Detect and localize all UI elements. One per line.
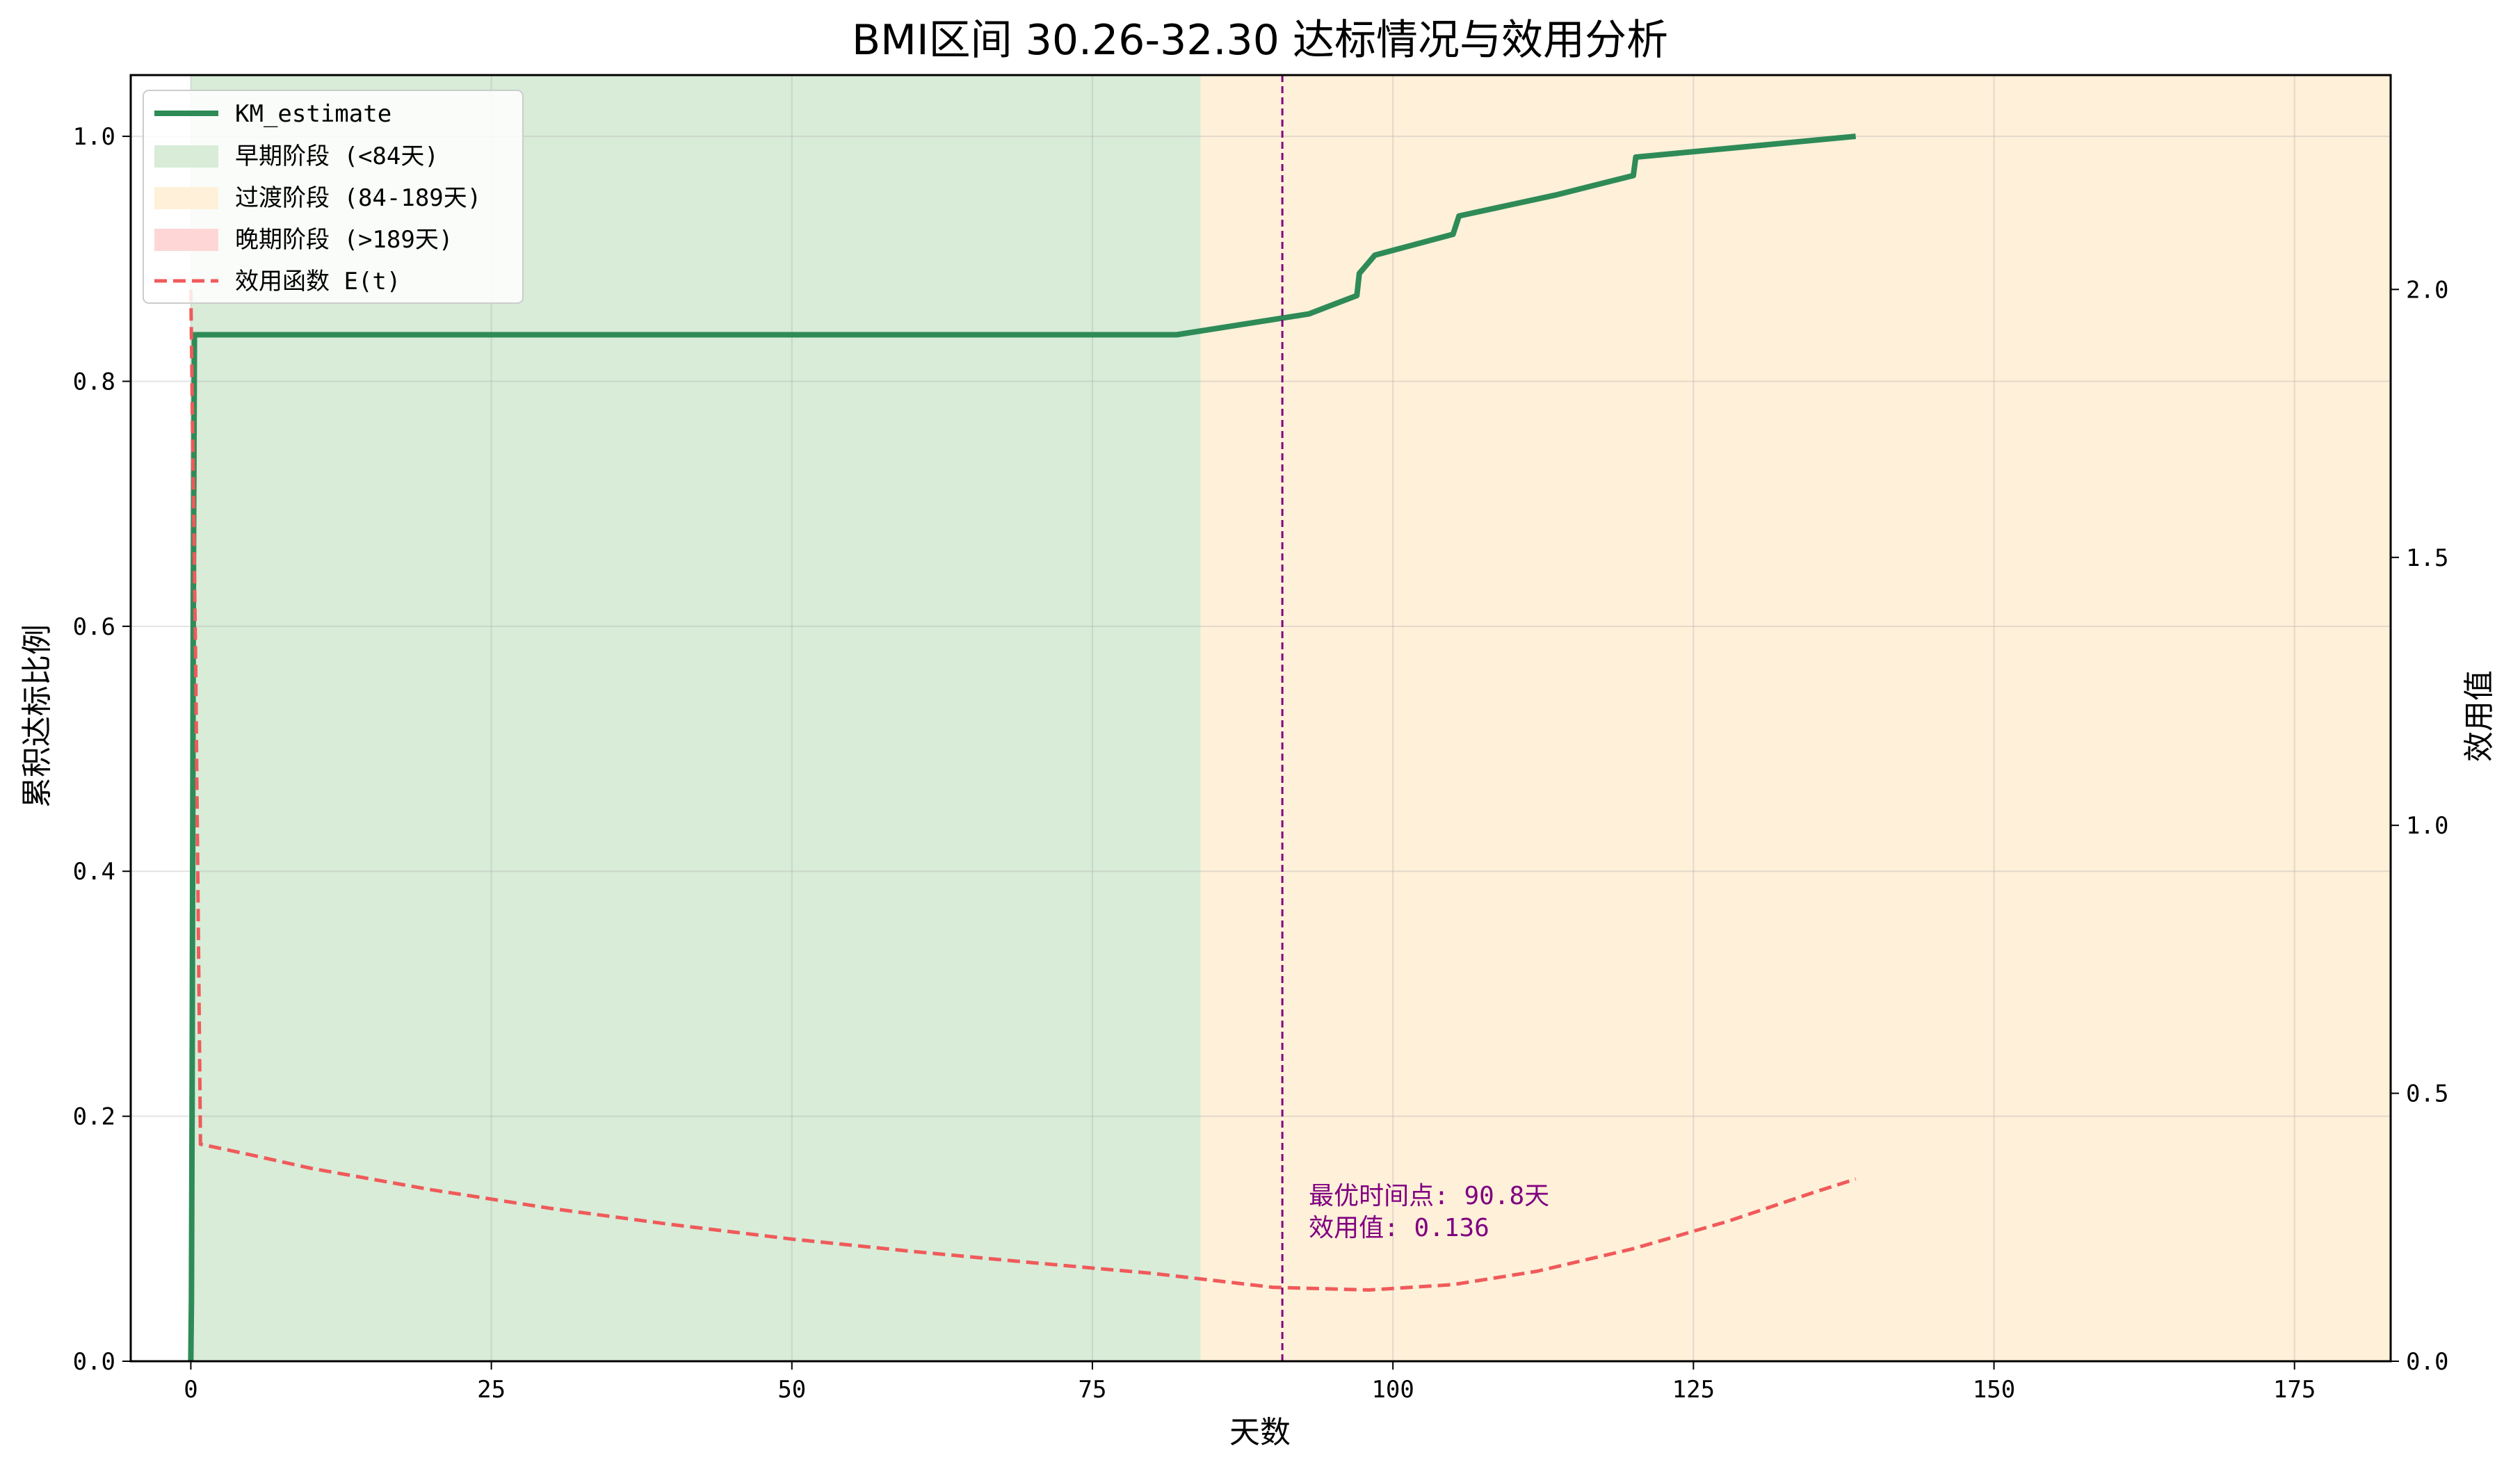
series-lines [188, 133, 1857, 1362]
grid-lines [131, 75, 2391, 1362]
y2-tick-label: 1.5 [2406, 544, 2448, 572]
y-axis-right-ticks: 0.0 0.5 1.0 1.5 2.0 [2391, 276, 2448, 1376]
x-axis-ticks: 0 25 50 75 100 125 150 175 [184, 1361, 2316, 1404]
legend-label-late: 晚期阶段 (>189天) [235, 226, 453, 254]
x-tick-label: 125 [1672, 1376, 1715, 1404]
chart-title: BMI区间 30.26-32.30 达标情况与效用分析 [852, 16, 1668, 65]
y-tick-label: 0.4 [73, 858, 115, 886]
x-tick-label: 50 [777, 1376, 806, 1404]
y2-tick-label: 2.0 [2406, 276, 2448, 304]
y-axis-left-ticks: 0.0 0.2 0.4 0.6 0.8 1.0 [73, 123, 131, 1376]
x-axis-title: 天数 [1229, 1415, 1291, 1450]
legend-label-utility: 效用函数 E(t) [235, 268, 401, 295]
optimal-annotation: 最优时间点: 90.8天 效用值: 0.136 [1309, 1182, 1549, 1242]
legend-label-transition: 过渡阶段 (84-189天) [235, 184, 481, 212]
x-tick-label: 25 [477, 1376, 506, 1404]
legend-swatch-late [154, 229, 218, 251]
legend-swatch-transition [154, 187, 218, 209]
y2-tick-label: 1.0 [2406, 812, 2448, 840]
legend-label-early: 早期阶段 (<84天) [235, 143, 439, 170]
phase-bands [191, 75, 2391, 1361]
legend-swatch-early [154, 145, 218, 168]
y-tick-label: 0.6 [73, 613, 115, 641]
annotation-utility-value: 效用值: 0.136 [1309, 1214, 1489, 1242]
y-tick-label: 0.8 [73, 368, 115, 396]
y2-tick-label: 0.0 [2406, 1348, 2448, 1376]
y-tick-label: 0.0 [73, 1348, 115, 1376]
x-tick-label: 100 [1371, 1376, 1414, 1404]
legend: KM_estimate 早期阶段 (<84天) 过渡阶段 (84-189天) 晚… [143, 90, 524, 304]
y-axis-title: 累积达标比例 [19, 624, 55, 808]
km-estimate-line [188, 133, 1857, 1362]
y2-tick-label: 0.5 [2406, 1080, 2448, 1108]
plot-frame [129, 74, 2392, 1363]
x-tick-label: 175 [2273, 1376, 2316, 1404]
x-tick-label: 150 [1973, 1376, 2015, 1404]
y2-axis-title: 效用值 [2462, 670, 2497, 762]
x-tick-label: 75 [1079, 1376, 1107, 1404]
legend-box [143, 90, 524, 304]
utility-function-line [188, 289, 1857, 1292]
x-tick-label: 0 [184, 1376, 197, 1404]
legend-label-km: KM_estimate [235, 100, 391, 128]
y-tick-label: 0.2 [73, 1103, 115, 1131]
phase-band-1 [1200, 75, 2391, 1361]
y-tick-label: 1.0 [73, 123, 115, 151]
annotation-optimal-time: 最优时间点: 90.8天 [1309, 1182, 1549, 1210]
